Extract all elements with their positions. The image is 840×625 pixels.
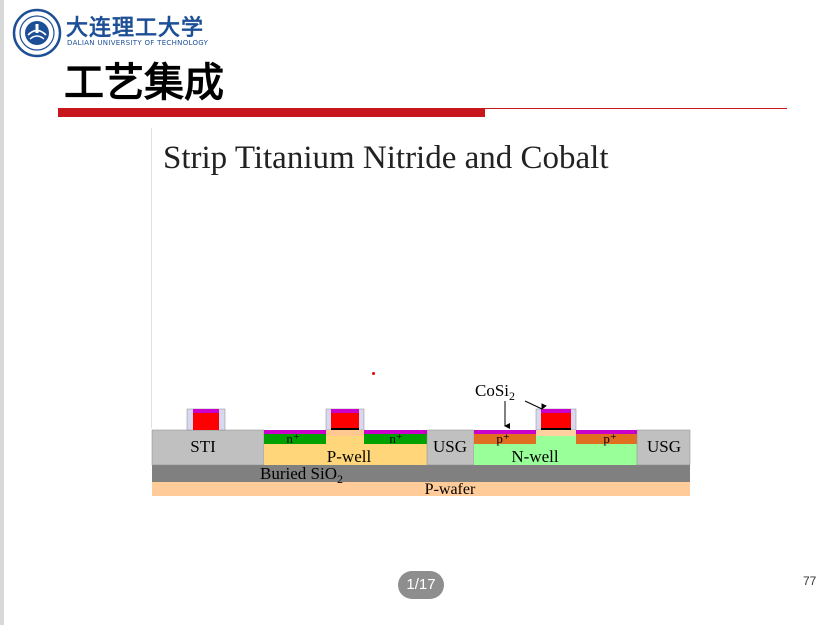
silicide-strip	[193, 409, 219, 413]
p-well-label: P-well	[327, 447, 372, 466]
pmos-gate-poly	[541, 413, 571, 428]
cosi2-label: CoSi2	[475, 381, 515, 403]
figure-title: Strip Titanium Nitride and Cobalt	[163, 140, 609, 176]
p-plus-right-label: p⁺	[603, 431, 616, 446]
slide-number: 77	[803, 574, 817, 588]
poly-gate-on-sti	[193, 413, 219, 430]
title-underline-thin	[485, 108, 787, 109]
gate-oxide	[331, 428, 359, 430]
n-plus-right-label: n⁺	[389, 431, 402, 446]
n-plus-right	[364, 432, 427, 444]
n-plus-left-label: n⁺	[286, 431, 299, 446]
p-wafer-layer	[152, 482, 690, 496]
title-underline-thick	[58, 108, 485, 117]
page-indicator[interactable]: 1/17	[398, 571, 444, 599]
p-plus-left-label: p⁺	[496, 431, 509, 446]
nmos-gate-poly	[331, 413, 359, 428]
cmos-cross-section-diagram: P-wafer Buried SiO2 STI P-well n⁺ n⁺ USG…	[151, 381, 691, 498]
buried-oxide-label: Buried SiO2	[260, 464, 343, 486]
usg-left-label: USG	[433, 437, 467, 456]
figure-left-border	[151, 128, 152, 428]
silicide-strip	[474, 430, 536, 434]
usg-right-label: USG	[647, 437, 681, 456]
laser-pointer-dot	[372, 372, 375, 375]
slide-title: 工艺集成	[64, 60, 224, 106]
university-seal-icon	[12, 8, 62, 58]
p-plus-right	[576, 432, 637, 444]
buried-oxide-layer	[152, 465, 690, 482]
p-plus-left	[474, 432, 536, 444]
usg-region-right	[636, 429, 691, 466]
silicide-strip	[541, 409, 571, 413]
sti-label: STI	[190, 437, 216, 456]
silicide-strip	[264, 430, 326, 434]
silicide-strip	[576, 430, 637, 434]
silicide-strip	[364, 430, 427, 434]
channel	[536, 430, 576, 436]
gate-oxide	[541, 428, 571, 430]
usg-region-left	[426, 429, 475, 466]
arrow-down-icon	[524, 400, 547, 410]
channel	[326, 430, 364, 436]
n-well-label: N-well	[511, 447, 558, 466]
n-plus-left	[264, 432, 326, 444]
silicide-strip	[331, 409, 359, 413]
university-name-en: DALIAN UNIVERSITY OF TECHNOLOGY	[67, 39, 209, 47]
slide-left-edge	[0, 0, 4, 625]
university-name-cn: 大连理工大学	[66, 15, 205, 41]
p-wafer-label: P-wafer	[425, 481, 476, 498]
